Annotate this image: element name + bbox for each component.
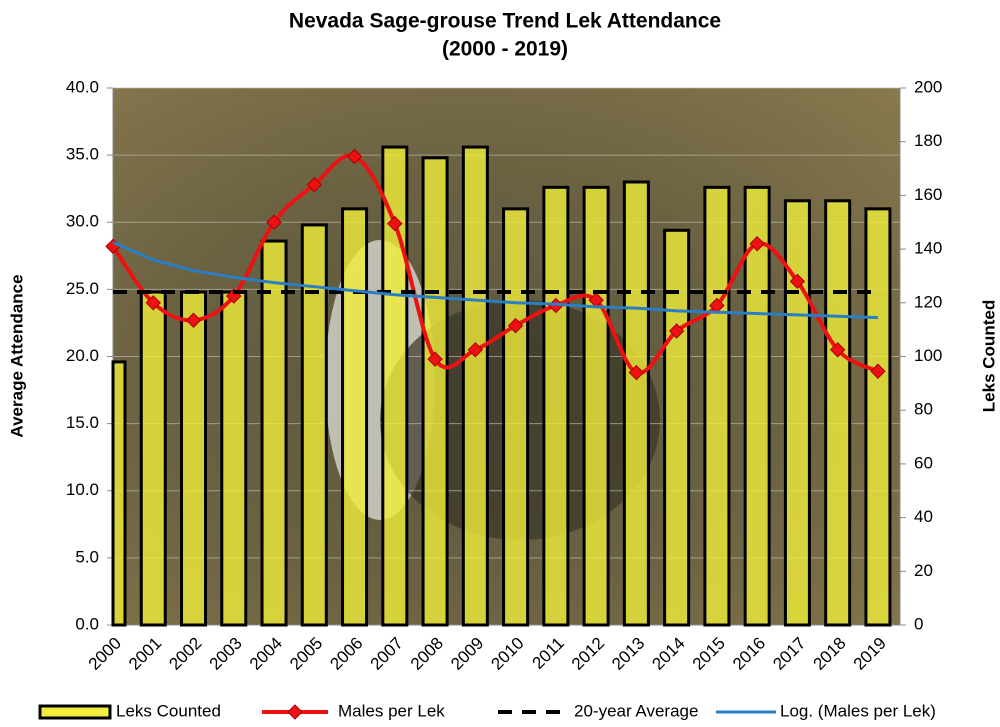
legend-label: Log. (Males per Lek)	[780, 701, 936, 720]
legend: Leks Counted Males per Lek 20-year Average…	[38, 701, 936, 720]
y-axis-title: Average Attendance	[7, 274, 26, 437]
x-tick-label: 2009	[447, 634, 487, 674]
y2-tick-label: 120	[914, 292, 942, 311]
y2-tick-label: 200	[914, 77, 942, 96]
legend-label: Leks Counted	[116, 701, 221, 720]
marker	[346, 148, 363, 165]
bar	[461, 145, 489, 627]
bar	[622, 180, 650, 627]
x-tick-label: 2010	[487, 634, 527, 674]
x-tick-label: 2000	[85, 634, 125, 674]
x-tick-label: 2015	[689, 634, 729, 674]
bar	[260, 239, 288, 627]
y2-tick-label: 20	[914, 561, 933, 580]
bar	[864, 207, 892, 627]
bar	[582, 185, 610, 627]
y-tick-label: 30.0	[66, 212, 99, 231]
y2-tick-label: 160	[914, 185, 942, 204]
bar	[341, 207, 369, 627]
y2-tick-label: 140	[914, 239, 942, 258]
bar	[139, 290, 167, 627]
legend-swatch	[38, 704, 112, 720]
y-tick-label: 15.0	[66, 413, 99, 432]
y-tick-label: 35.0	[66, 145, 99, 164]
x-tick-label: 2012	[568, 634, 608, 674]
y2-tick-label: 60	[914, 453, 933, 472]
bar	[502, 207, 530, 627]
x-tick-label: 2011	[529, 634, 568, 673]
x-tick-label: 2004	[246, 634, 286, 674]
bar	[421, 156, 449, 627]
y-tick-label: 40.0	[66, 77, 99, 96]
marker	[266, 214, 282, 230]
y-tick-label: 20.0	[66, 346, 99, 365]
legend-marker	[287, 704, 303, 720]
y2-tick-label: 40	[914, 507, 933, 526]
chart-title: Nevada Sage-grouse Trend Lek Attendance	[289, 10, 721, 33]
marker	[306, 176, 323, 193]
marker	[789, 273, 806, 290]
marker	[829, 342, 846, 358]
bar	[111, 360, 127, 627]
bar	[220, 290, 248, 627]
bar	[180, 290, 208, 627]
marker	[427, 351, 443, 367]
marker	[145, 295, 161, 311]
marker	[467, 342, 484, 358]
bar	[703, 185, 731, 627]
bar	[300, 223, 328, 627]
y-tick-label: 0.0	[75, 614, 99, 633]
line	[111, 153, 879, 375]
y-tick-label: 5.0	[75, 547, 99, 566]
bar	[824, 199, 852, 627]
legend-label: Males per Lek	[338, 701, 445, 720]
x-tick-label: 2001	[125, 634, 165, 674]
x-tick-label: 2008	[407, 634, 447, 674]
bar	[663, 228, 691, 627]
marker	[387, 215, 403, 232]
chart-subtitle: (2000 - 2019)	[442, 38, 568, 61]
bar	[783, 199, 811, 627]
trend-line	[112, 241, 878, 320]
y2-tick-label: 80	[914, 400, 933, 419]
legend-label: 20-year Average	[574, 701, 698, 720]
marker	[507, 317, 524, 334]
y-tick-label: 25.0	[66, 279, 99, 298]
marker	[628, 364, 645, 381]
marker	[749, 236, 765, 252]
x-tick-label: 2014	[648, 634, 688, 674]
y2-axis-title: Leks Counted	[979, 300, 998, 412]
x-tick-label: 2017	[769, 634, 809, 674]
marker	[668, 323, 685, 339]
x-tick-label: 2018	[809, 634, 849, 674]
x-tick-label: 2003	[206, 634, 246, 674]
x-tick-label: 2016	[729, 634, 769, 674]
x-tick-label: 2007	[367, 634, 407, 674]
x-tick-label: 2005	[286, 634, 326, 674]
x-tick-label: 2013	[608, 634, 648, 674]
x-tick-label: 2002	[165, 634, 205, 674]
bar	[743, 185, 771, 627]
y-tick-label: 10.0	[66, 480, 99, 499]
x-tick-label: 2019	[850, 634, 890, 674]
bar	[542, 185, 570, 627]
marker	[870, 363, 886, 379]
y2-tick-label: 0	[914, 614, 923, 633]
y2-tick-label: 180	[914, 131, 942, 150]
x-tick-label: 2006	[326, 634, 366, 674]
y2-tick-label: 100	[914, 346, 942, 365]
marker	[185, 312, 202, 328]
